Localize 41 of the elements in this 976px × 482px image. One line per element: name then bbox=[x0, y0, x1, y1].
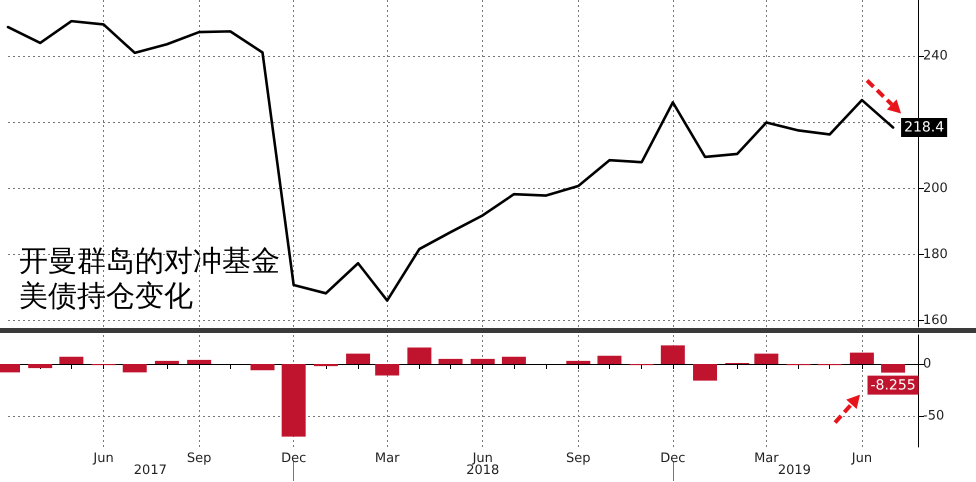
x-tick-label: Jun bbox=[92, 451, 114, 466]
x-tick-label: Mar bbox=[754, 451, 780, 466]
y-tick-label: 240 bbox=[923, 48, 948, 64]
bar bbox=[566, 360, 590, 364]
y-tick-label: 0 bbox=[923, 356, 932, 372]
bar bbox=[187, 360, 212, 364]
bar bbox=[346, 354, 370, 364]
y-tick-label: 200 bbox=[923, 180, 948, 196]
bar bbox=[59, 356, 84, 364]
data-label: 218.4 bbox=[904, 119, 944, 136]
bar bbox=[502, 356, 526, 364]
y-tick-label: 160 bbox=[923, 312, 948, 328]
x-tick-label: Jun bbox=[472, 451, 493, 466]
bar bbox=[597, 356, 622, 364]
x2-tick-label: 2019 bbox=[778, 463, 811, 478]
bar bbox=[660, 345, 685, 364]
x2-tick-label: 2018 bbox=[466, 463, 500, 478]
x-tick-label: Dec bbox=[660, 451, 686, 466]
bar bbox=[850, 352, 874, 364]
bar bbox=[470, 358, 495, 364]
x-tick-label: Sep bbox=[566, 451, 591, 466]
bar bbox=[250, 364, 275, 370]
x-tick-label: Dec bbox=[281, 451, 306, 466]
bar bbox=[407, 347, 432, 364]
x-tick-label: Sep bbox=[186, 451, 212, 466]
x-tick-label: Mar bbox=[374, 451, 400, 466]
bar bbox=[438, 358, 463, 364]
text: 开曼群岛的对冲基金美债持仓变化 bbox=[19, 244, 280, 312]
bar bbox=[282, 364, 306, 437]
bar bbox=[754, 354, 778, 364]
bar bbox=[693, 364, 718, 381]
x-tick-label: Jun bbox=[850, 451, 872, 466]
bar bbox=[375, 364, 400, 376]
bar bbox=[28, 364, 52, 368]
data-label: -8.255 bbox=[870, 378, 916, 394]
bar bbox=[154, 360, 179, 364]
bar bbox=[122, 364, 147, 372]
y-tick-label: 180 bbox=[923, 246, 948, 262]
y-tick-label: -50 bbox=[923, 408, 944, 424]
bar bbox=[881, 364, 906, 373]
x2-tick-label: 2017 bbox=[134, 463, 167, 478]
